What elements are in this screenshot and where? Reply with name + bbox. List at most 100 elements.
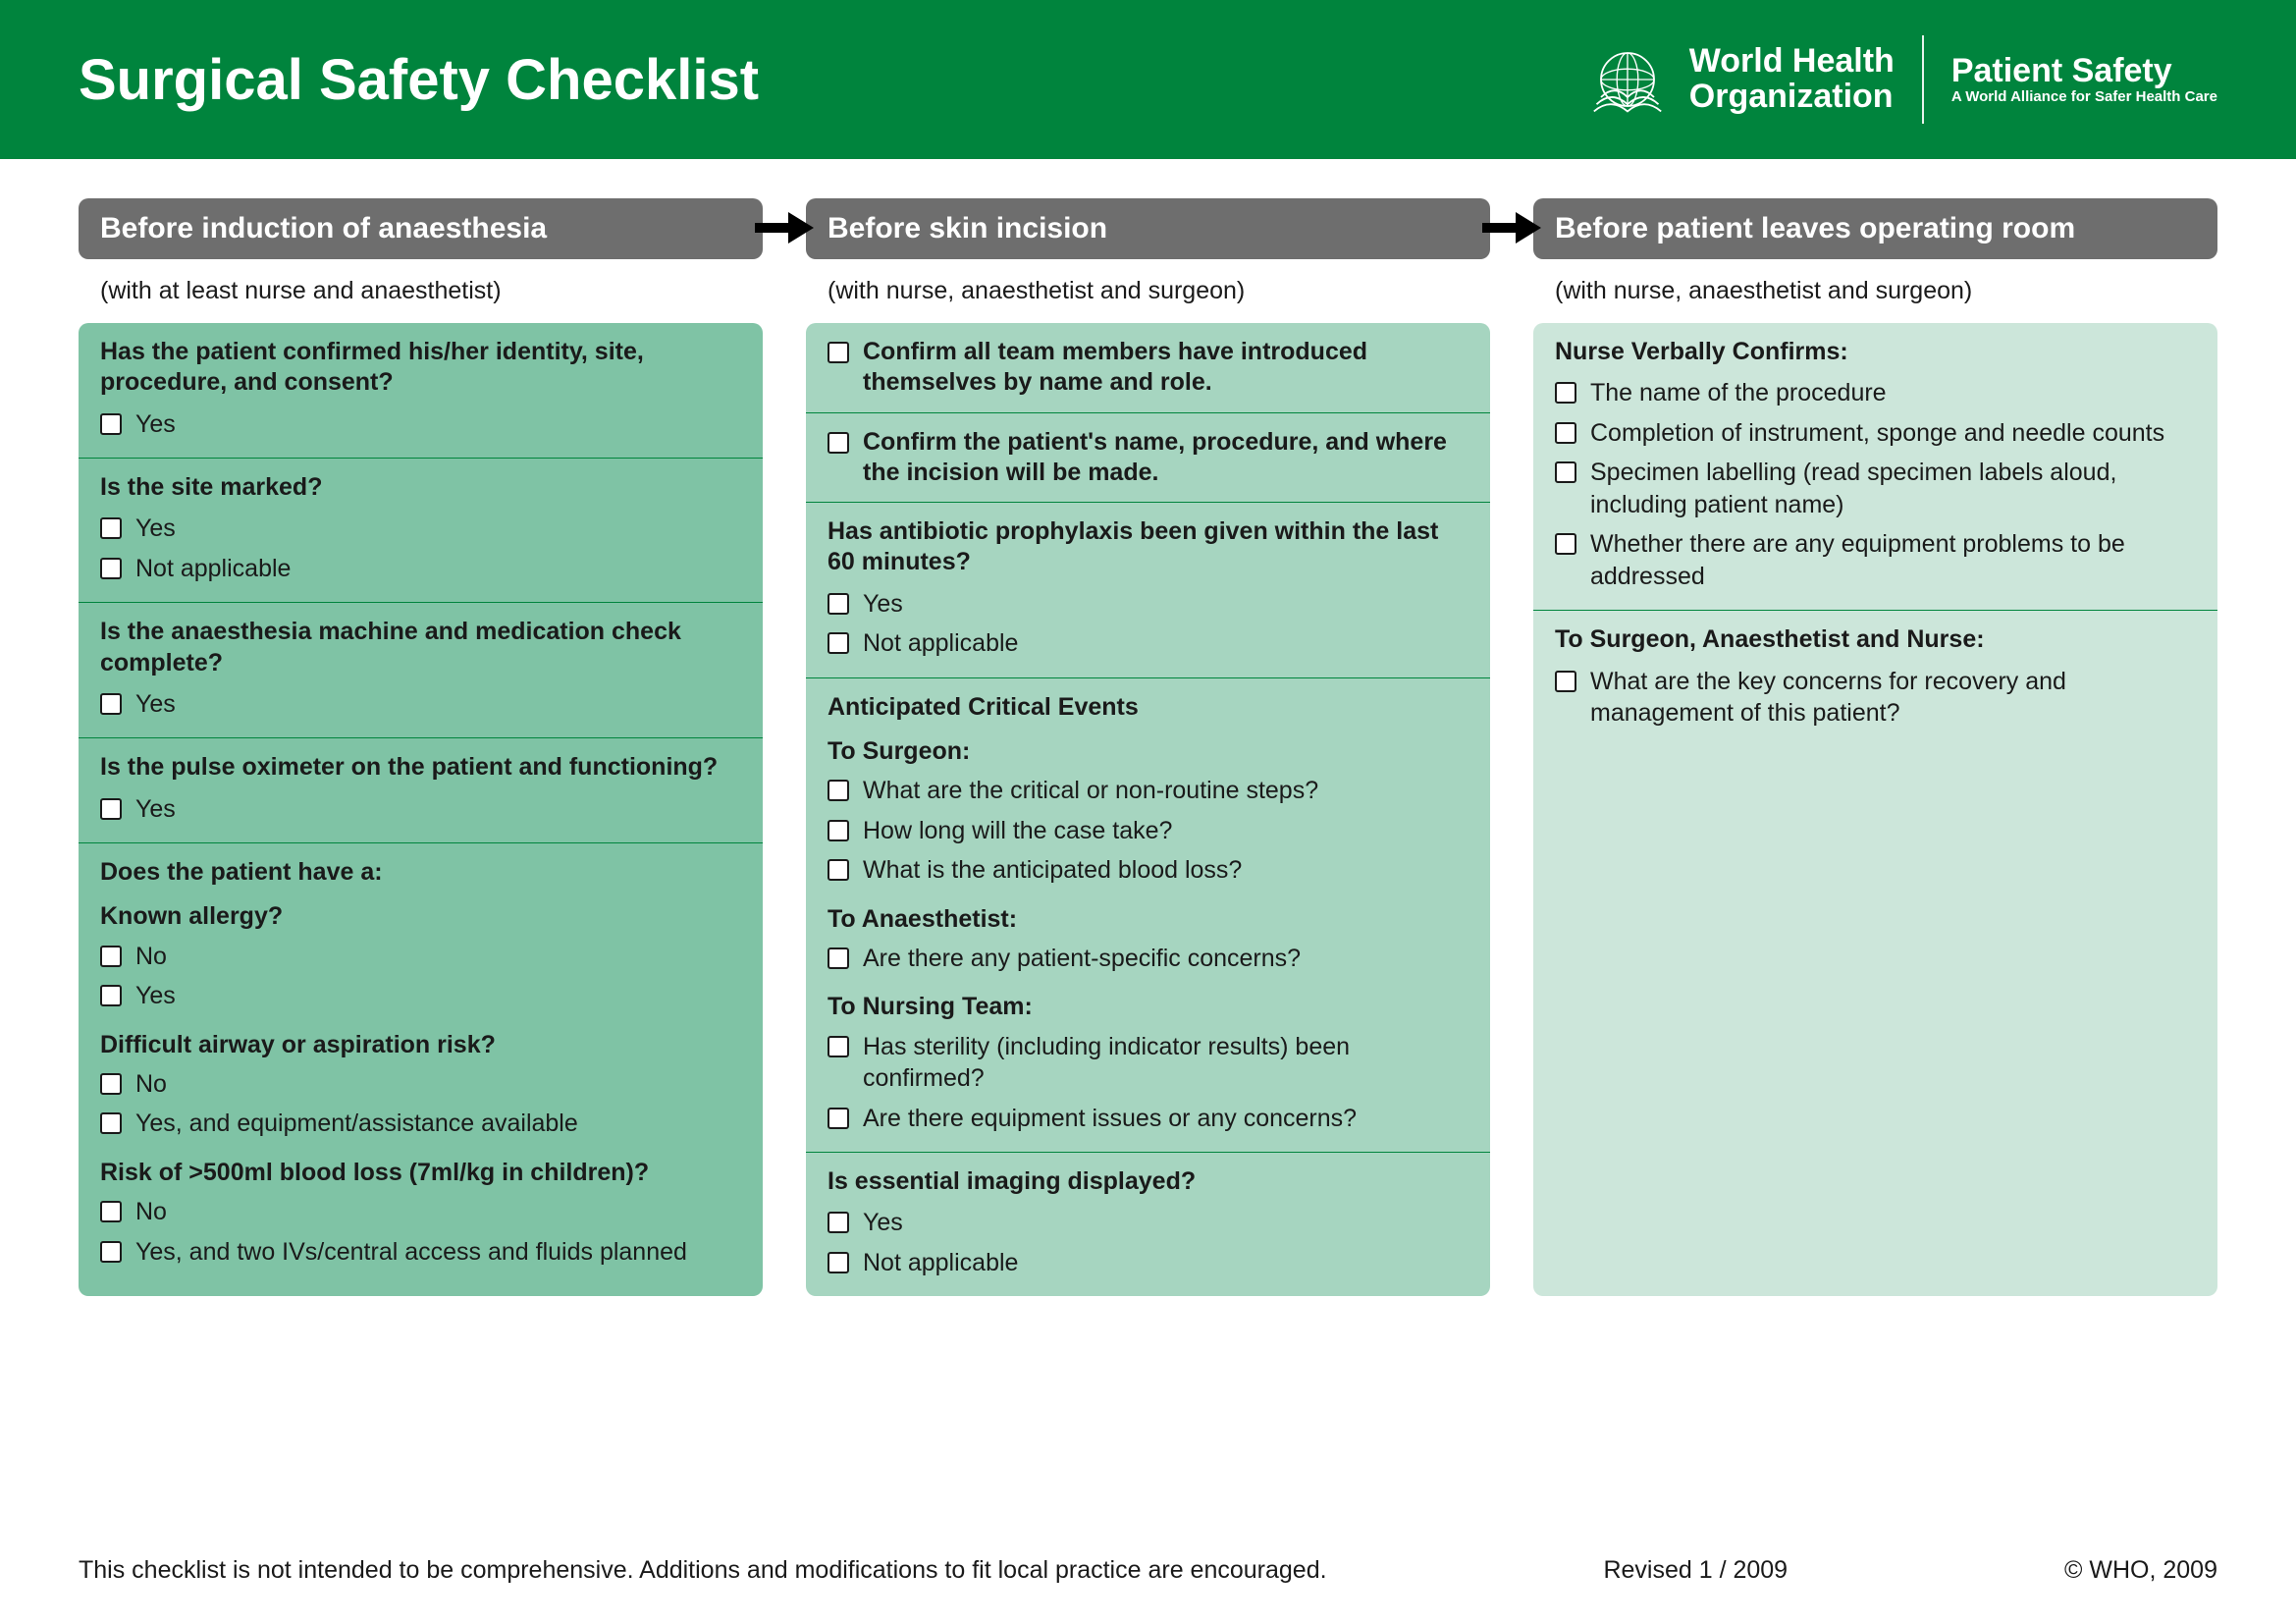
- checkbox-icon[interactable]: [828, 632, 849, 654]
- option-label: The name of the procedure: [1590, 377, 2196, 409]
- checklist-section: To Surgeon, Anaesthetist and Nurse:What …: [1533, 611, 2217, 746]
- checkbox-icon[interactable]: [828, 1212, 849, 1233]
- checkbox-option[interactable]: Yes: [100, 789, 741, 830]
- checkbox-option[interactable]: Yes: [100, 684, 741, 725]
- phase-panel: Nurse Verbally Confirms: The name of the …: [1533, 323, 2217, 1296]
- phase-header: Before skin incision: [806, 198, 1490, 259]
- sub-question-text: To Nursing Team:: [828, 992, 1468, 1022]
- footer-revised: Revised 1 / 2009: [1603, 1556, 1788, 1585]
- checkbox-option[interactable]: Yes: [828, 1203, 1468, 1243]
- checklist-section: Confirm all team members have introduced…: [806, 323, 1490, 413]
- checkbox-icon[interactable]: [100, 985, 122, 1006]
- phase-subtitle: (with nurse, anaesthetist and surgeon): [1533, 259, 2217, 323]
- patient-safety-block: Patient Safety A World Alliance for Safe…: [1951, 53, 2217, 106]
- checkbox-icon[interactable]: [828, 859, 849, 881]
- checkbox-option[interactable]: No: [100, 937, 741, 977]
- checkbox-option[interactable]: Yes: [100, 509, 741, 549]
- checkbox-icon[interactable]: [828, 820, 849, 841]
- checkbox-option[interactable]: Not applicable: [828, 623, 1468, 664]
- question-text: Does the patient have a:: [100, 857, 741, 888]
- footer-copyright: © WHO, 2009: [2064, 1556, 2217, 1585]
- checkbox-option[interactable]: No: [100, 1064, 741, 1105]
- option-label: Yes, and two IVs/central access and flui…: [135, 1236, 741, 1269]
- checkbox-option[interactable]: How long will the case take?: [828, 811, 1468, 851]
- checkbox-option[interactable]: Yes: [828, 584, 1468, 624]
- checkbox-icon[interactable]: [100, 693, 122, 715]
- phase-header: Before patient leaves operating room: [1533, 198, 2217, 259]
- option-label: Yes: [135, 980, 741, 1012]
- footer-note: This checklist is not intended to be com…: [79, 1556, 1327, 1585]
- checkbox-icon[interactable]: [100, 558, 122, 579]
- option-label: Not applicable: [135, 553, 741, 585]
- who-emblem-icon: [1583, 35, 1672, 124]
- option-label: Are there any patient-specific concerns?: [863, 943, 1468, 975]
- question-text: Has the patient confirmed his/her identi…: [100, 337, 741, 399]
- checkbox-option[interactable]: The name of the procedure: [1555, 373, 2196, 413]
- checklist-section: Has the patient confirmed his/her identi…: [79, 323, 763, 459]
- checkbox-option[interactable]: Yes: [100, 976, 741, 1016]
- checkbox-icon[interactable]: [828, 1036, 849, 1057]
- checkbox-option[interactable]: Whether there are any equipment problems…: [1555, 524, 2196, 596]
- question-text: Nurse Verbally Confirms:: [1555, 337, 2196, 367]
- footer: This checklist is not intended to be com…: [0, 1529, 2296, 1624]
- phases-grid: Before induction of anaesthesia(with at …: [79, 198, 2217, 1296]
- checkbox-icon[interactable]: [1555, 461, 1576, 483]
- checkbox-option[interactable]: Yes, and two IVs/central access and flui…: [100, 1232, 741, 1272]
- checkbox-option[interactable]: Are there equipment issues or any concer…: [828, 1099, 1468, 1139]
- page-title: Surgical Safety Checklist: [79, 47, 759, 113]
- question-text: Confirm the patient's name, procedure, a…: [863, 427, 1468, 489]
- checkbox-icon[interactable]: [100, 1241, 122, 1263]
- checkbox-option[interactable]: Not applicable: [828, 1243, 1468, 1283]
- checkbox-icon[interactable]: [1555, 382, 1576, 404]
- arrow-icon: [1482, 208, 1541, 247]
- checkbox-icon[interactable]: [828, 1108, 849, 1129]
- checkbox-icon[interactable]: [100, 946, 122, 967]
- checklist-section: Does the patient have a: Known allergy? No…: [79, 843, 763, 1285]
- checkbox-option[interactable]: Has sterility (including indicator resul…: [828, 1027, 1468, 1099]
- checkbox-option[interactable]: Yes: [100, 405, 741, 445]
- checkbox-icon[interactable]: [1555, 422, 1576, 444]
- question-text: Is the pulse oximeter on the patient and…: [100, 752, 741, 783]
- divider: [1922, 35, 1924, 124]
- checkbox-icon[interactable]: [828, 593, 849, 615]
- checkbox-option[interactable]: No: [100, 1192, 741, 1232]
- checkbox-option[interactable]: Confirm all team members have introduced…: [828, 337, 1468, 399]
- sub-question-text: Risk of >500ml blood loss (7ml/kg in chi…: [100, 1158, 741, 1188]
- option-label: What are the key concerns for recovery a…: [1590, 666, 2196, 730]
- checklist-section: Nurse Verbally Confirms: The name of the …: [1533, 323, 2217, 611]
- sub-question-text: Known allergy?: [100, 901, 741, 932]
- checkbox-option[interactable]: Confirm the patient's name, procedure, a…: [828, 427, 1468, 489]
- question-text: Anticipated Critical Events: [828, 692, 1468, 723]
- patient-safety-subtitle: A World Alliance for Safer Health Care: [1951, 89, 2217, 106]
- checkbox-option[interactable]: Specimen labelling (read specimen labels…: [1555, 453, 2196, 524]
- checkbox-option[interactable]: What are the key concerns for recovery a…: [1555, 662, 2196, 733]
- banner-logos: World Health Organization Patient Safety…: [1583, 35, 2217, 124]
- checkbox-icon[interactable]: [100, 1201, 122, 1222]
- option-label: Yes: [135, 513, 741, 545]
- checkbox-icon[interactable]: [828, 1252, 849, 1273]
- option-label: No: [135, 1068, 741, 1101]
- option-label: Yes: [135, 408, 741, 441]
- checkbox-icon[interactable]: [1555, 671, 1576, 692]
- option-label: Yes: [135, 688, 741, 721]
- checkbox-icon[interactable]: [100, 1112, 122, 1134]
- checkbox-option[interactable]: What is the anticipated blood loss?: [828, 850, 1468, 891]
- checkbox-icon[interactable]: [828, 342, 849, 363]
- checkbox-option[interactable]: What are the critical or non-routine ste…: [828, 771, 1468, 811]
- checkbox-icon[interactable]: [100, 517, 122, 539]
- checkbox-icon[interactable]: [100, 798, 122, 820]
- checkbox-icon[interactable]: [828, 432, 849, 454]
- checkbox-icon[interactable]: [828, 780, 849, 801]
- checkbox-option[interactable]: Are there any patient-specific concerns?: [828, 939, 1468, 979]
- who-line2: Organization: [1689, 80, 1895, 115]
- checkbox-icon[interactable]: [100, 1073, 122, 1095]
- checklist-section: Is essential imaging displayed?YesNot ap…: [806, 1153, 1490, 1296]
- checkbox-icon[interactable]: [1555, 533, 1576, 555]
- checkbox-option[interactable]: Not applicable: [100, 549, 741, 589]
- checkbox-option[interactable]: Yes, and equipment/assistance available: [100, 1104, 741, 1144]
- checkbox-icon[interactable]: [828, 947, 849, 969]
- checkbox-option[interactable]: Completion of instrument, sponge and nee…: [1555, 413, 2196, 454]
- sub-question-text: To Anaesthetist:: [828, 904, 1468, 935]
- checkbox-icon[interactable]: [100, 413, 122, 435]
- patient-safety-title: Patient Safety: [1951, 53, 2217, 89]
